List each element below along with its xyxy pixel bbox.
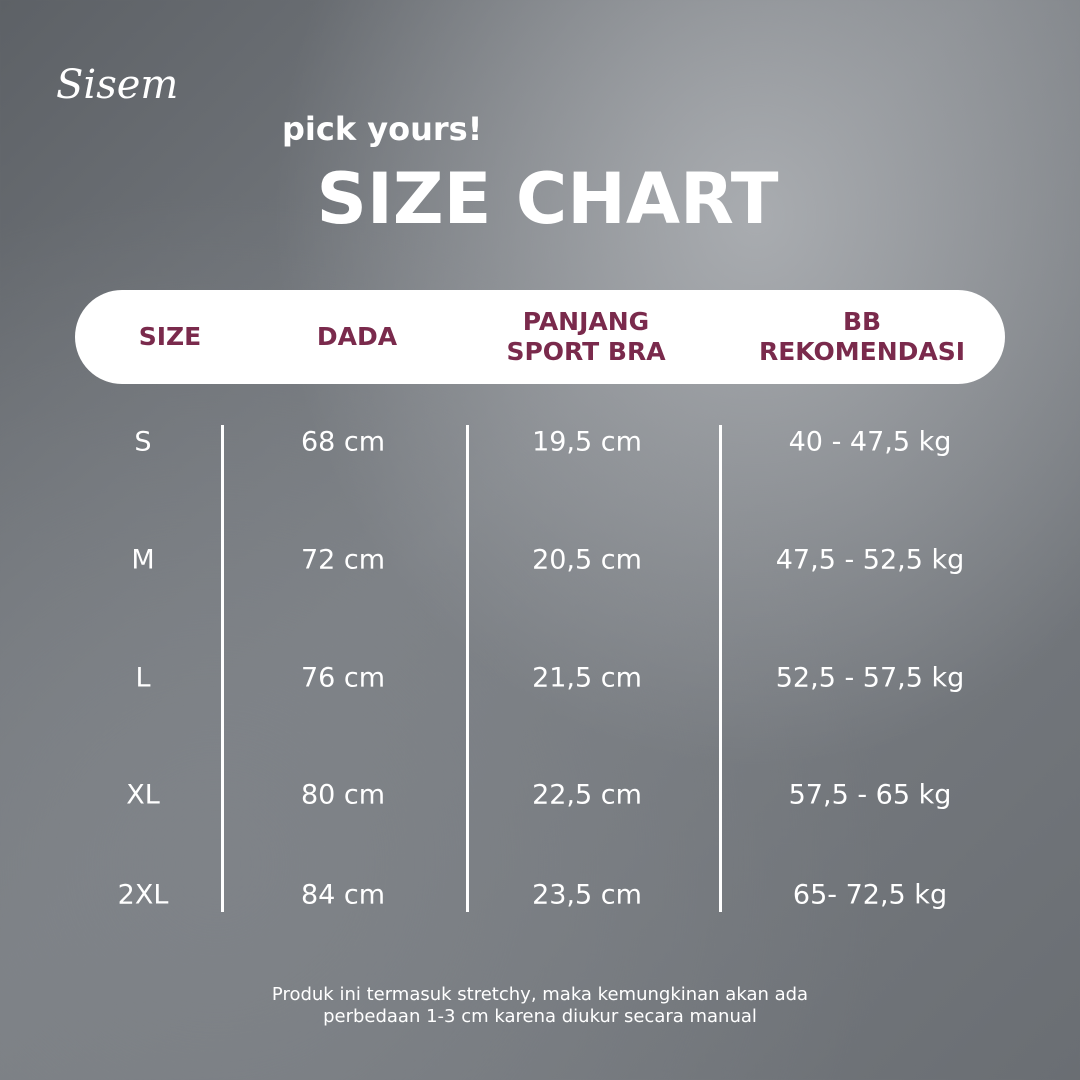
footnote-line: Produk ini termasuk stretchy, maka kemun… [271,984,809,1005]
table-cell: S [134,426,152,458]
column-divider [466,425,469,912]
table-cell: XL [126,779,160,811]
title: SIZE CHART [316,158,779,240]
table-cell: 72 cm [300,544,386,576]
table-cell: 22,5 cm [532,779,642,811]
column-header: PANJANG SPORT BRA [466,307,706,367]
column-header: SIZE [50,322,290,352]
footnote-line: perbedaan 1-3 cm karena diukur secara ma… [323,1006,757,1027]
table-cell: 2XL [117,879,169,911]
brand-logo: Sisem [56,62,179,108]
header-line: BB [842,307,882,336]
table-cell: 57,5 - 65 kg [788,779,952,811]
table-cell: L [135,662,151,694]
column-divider [221,425,224,912]
header-line: SIZE [138,322,202,351]
header-line: REKOMENDASI [758,337,966,366]
table-cell: 76 cm [300,662,386,694]
table-cell: 40 - 47,5 kg [788,426,952,458]
header-line: DADA [316,322,398,351]
table-cell: 84 cm [300,879,386,911]
column-header: DADA [237,322,477,352]
footnote: Produk ini termasuk stretchy, maka kemun… [0,984,1080,1028]
table-header-bar [75,290,1005,384]
table-cell: 52,5 - 57,5 kg [775,662,965,694]
table-cell: 47,5 - 52,5 kg [775,544,965,576]
table-cell: 68 cm [300,426,386,458]
column-divider [719,425,722,912]
table-cell: 23,5 cm [532,879,642,911]
column-header: BB REKOMENDASI [742,307,982,367]
header-line: PANJANG [522,307,650,336]
table-cell: M [131,544,155,576]
table-cell: 21,5 cm [532,662,642,694]
subtitle: pick yours! [282,110,483,148]
table-cell: 80 cm [300,779,386,811]
table-cell: 65- 72,5 kg [792,879,948,911]
table-cell: 20,5 cm [532,544,642,576]
header-line: SPORT BRA [506,337,666,366]
table-cell: 19,5 cm [532,426,642,458]
